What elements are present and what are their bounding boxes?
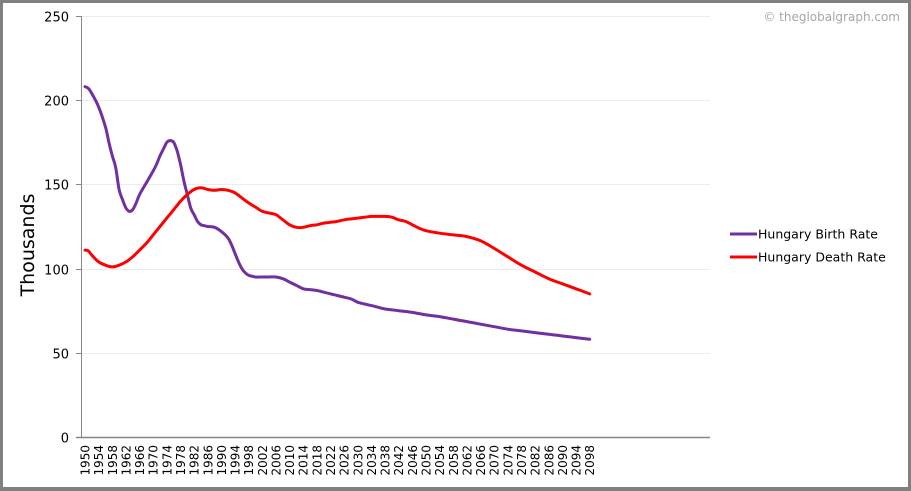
- y-tick-label: 150: [44, 179, 69, 194]
- x-tick-label: 2062: [460, 445, 474, 476]
- x-tick-label: 1974: [160, 445, 174, 476]
- x-tick-label: 1962: [119, 445, 133, 476]
- x-tick-label: 2090: [556, 445, 570, 476]
- x-axis-ticks: 1950 1954 1958 1962 1966 1970 1974 1978 1982 1986…: [79, 445, 598, 476]
- x-tick-label: 2006: [269, 445, 283, 476]
- x-tick-label: 2034: [365, 445, 379, 476]
- legend-label: Hungary Death Rate: [758, 250, 886, 265]
- axes: [76, 16, 710, 439]
- y-tick-label: 50: [52, 348, 69, 363]
- x-tick-label: 2002: [256, 445, 270, 476]
- x-tick-label: 1970: [147, 445, 161, 476]
- x-tick-label: 1966: [133, 445, 147, 476]
- x-tick-label: 2074: [501, 445, 515, 476]
- y-tick-label: 250: [44, 11, 69, 26]
- x-tick-label: 2094: [570, 445, 584, 476]
- copyright-text: © theglobalgraph.com: [763, 10, 900, 24]
- x-tick-label: 1958: [106, 445, 120, 476]
- x-tick-label: 2078: [515, 445, 529, 476]
- y-axis-title: Thousands: [17, 194, 39, 298]
- gridlines: [81, 16, 710, 354]
- x-tick-label: 2010: [283, 445, 297, 476]
- x-tick-label: 1954: [92, 445, 106, 476]
- y-axis-ticks: 0 50 100 150 200 250: [44, 11, 81, 447]
- legend: Hungary Birth Rate Hungary Death Rate: [730, 227, 886, 265]
- x-tick-label: 2030: [351, 445, 365, 476]
- x-tick-label: 2082: [529, 445, 543, 476]
- x-tick-label: 1950: [79, 445, 93, 476]
- x-tick-label: 2018: [310, 445, 324, 476]
- x-tick-label: 2022: [324, 445, 338, 476]
- x-tick-label: 2046: [406, 445, 420, 476]
- x-tick-label: 2066: [474, 445, 488, 476]
- legend-label: Hungary Birth Rate: [758, 227, 878, 242]
- x-tick-label: 2098: [583, 445, 597, 476]
- x-tick-label: 2042: [392, 445, 406, 476]
- y-tick-label: 100: [44, 264, 69, 279]
- x-tick-label: 2086: [542, 445, 556, 476]
- x-tick-label: 1994: [229, 445, 243, 476]
- x-tick-label: 1998: [242, 445, 256, 476]
- x-tick-label: 2026: [338, 445, 352, 476]
- series-line-hungary-death-rate: [83, 186, 592, 296]
- x-tick-label: 1990: [215, 445, 229, 476]
- y-tick-label: 200: [44, 95, 69, 110]
- x-tick-label: 2014: [297, 445, 311, 476]
- y-tick-label: 0: [61, 432, 69, 447]
- x-tick-label: 2070: [488, 445, 502, 476]
- x-tick-label: 2058: [447, 445, 461, 476]
- x-tick-label: 2054: [433, 445, 447, 476]
- x-tick-label: 1986: [201, 445, 215, 476]
- x-tick-label: 1978: [174, 445, 188, 476]
- data-lines: [83, 85, 592, 341]
- x-tick-label: 2050: [420, 445, 434, 476]
- series-line-hungary-birth-rate: [83, 85, 592, 341]
- x-tick-label: 2038: [379, 445, 393, 476]
- x-tick-label: 1982: [188, 445, 202, 476]
